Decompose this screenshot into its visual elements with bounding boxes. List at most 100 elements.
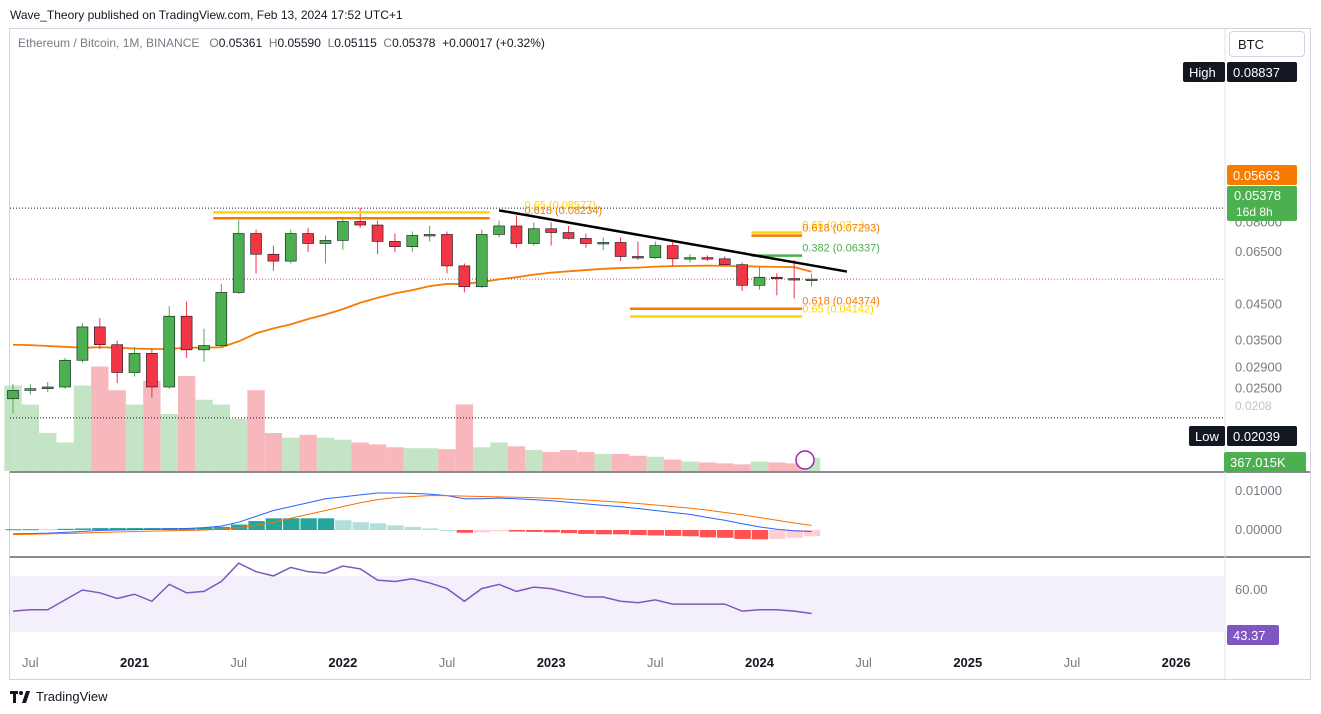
open-value: 0.05361: [218, 36, 263, 50]
candle-body: [649, 245, 662, 258]
events-icon: [795, 450, 815, 470]
candle-body: [319, 240, 332, 244]
macd-histogram-bar: [352, 522, 369, 530]
macd-histogram-bar: [92, 528, 109, 530]
candle-body: [76, 326, 89, 361]
macd-histogram-bar: [508, 530, 526, 532]
high-value: 0.05590: [277, 36, 321, 50]
price-axis-tick: 0.04500: [1235, 297, 1282, 312]
volume-bar: [681, 461, 699, 471]
macd-histogram-bar: [786, 530, 803, 538]
macd-histogram-bar: [178, 528, 196, 530]
high-label: H: [268, 36, 278, 50]
volume-bar: [299, 434, 317, 471]
macd-histogram-bar: [213, 526, 230, 530]
candle-body: [198, 345, 210, 351]
macd-histogram-bar: [387, 525, 404, 530]
macd-histogram-bar: [578, 530, 595, 534]
volume-bar: [403, 448, 421, 471]
volume-bar: [611, 453, 630, 471]
time-axis-tick: Jul: [439, 655, 456, 670]
candle-body: [232, 233, 245, 293]
fib-level-label: 0.618 (0.04374): [802, 296, 880, 308]
footer[interactable]: TradingView: [10, 689, 108, 704]
price-axis-tick: 0.03500: [1235, 333, 1282, 348]
macd-histogram-bar: [612, 530, 630, 535]
time-axis-tick: 2022: [328, 655, 357, 670]
candle-body: [59, 359, 71, 388]
volume-bar: [108, 390, 126, 471]
macd-histogram-bar: [300, 518, 317, 530]
high-label-text: High: [1189, 65, 1216, 80]
candle-body: [215, 292, 228, 346]
volume-bar: [4, 385, 22, 471]
symbol-label[interactable]: Ethereum / Bitcoin, 1M, BINANCE: [18, 36, 200, 50]
candle-body: [736, 264, 748, 286]
volume-bar: [629, 455, 647, 471]
signal-line: [12, 495, 812, 536]
candle-body: [163, 315, 176, 388]
candle-body: [718, 258, 731, 265]
price-axis-tick: 0.06500: [1235, 244, 1282, 259]
candle-body: [684, 257, 696, 260]
countdown-text: 16d 8h: [1236, 205, 1273, 219]
candle-body: [458, 265, 471, 288]
volume-bar: [646, 456, 664, 471]
volume-bar: [768, 462, 786, 471]
last-price-box: [1227, 186, 1297, 221]
macd-histogram-bar: [126, 528, 144, 530]
candle-body: [493, 225, 505, 235]
macd-histogram-bar: [335, 520, 352, 530]
price-axis-tick-partial: 0.0208: [1235, 399, 1272, 413]
candle-body: [371, 224, 384, 242]
macd-histogram-bar: [421, 528, 439, 530]
macd-histogram-bar: [769, 530, 786, 539]
close-label: C: [383, 36, 393, 50]
ema-value-box: [1227, 165, 1297, 185]
rsi-band: [10, 575, 1225, 633]
candle-body: [701, 257, 714, 260]
volume-bar: [438, 449, 456, 471]
currency-button[interactable]: BTC: [1229, 31, 1305, 57]
trend-line: [498, 209, 848, 273]
time-axis-tick: 2025: [953, 655, 982, 670]
ohlc-legend: Ethereum / Bitcoin, 1M, BINANCE O0.05361…: [18, 36, 545, 50]
volume-bar: [473, 447, 491, 471]
footer-brand: TradingView: [36, 689, 108, 704]
high-label-box: [1183, 62, 1225, 82]
macd-histogram-bar: [265, 518, 283, 530]
volume-bar: [594, 453, 612, 471]
volume-bar: [733, 464, 751, 471]
candle-body: [406, 235, 419, 247]
chart-frame: [9, 28, 1311, 680]
candle-body: [562, 232, 575, 239]
macd-histogram-bar: [717, 530, 734, 538]
candle-body: [423, 234, 436, 237]
candle-body: [632, 256, 644, 259]
candle-body: [24, 388, 37, 391]
candle-body: [389, 241, 401, 247]
macd-histogram-bar: [109, 528, 126, 530]
time-axis-tick: 2021: [120, 655, 149, 670]
volume-bar: [143, 380, 161, 471]
volume-bar: [160, 414, 178, 471]
fib-level-label: 0.618 (0.08234): [524, 205, 602, 217]
time-axis-tick: 2024: [745, 655, 775, 670]
time-axis-tick: Jul: [22, 655, 39, 670]
volume-bar: [785, 463, 803, 471]
low-label-box: [1189, 426, 1225, 446]
volume-bar: [351, 442, 369, 471]
macd-histogram-bar: [803, 530, 821, 537]
candle-body: [128, 353, 141, 373]
candle-body: [94, 326, 106, 346]
volume-bar: [195, 399, 213, 471]
macd-histogram-bar: [751, 530, 769, 540]
volume-bar: [525, 450, 543, 471]
macd-histogram-bar: [196, 527, 213, 530]
volume-bar: [334, 439, 352, 471]
candle-body: [597, 242, 610, 245]
macd-histogram-bar: [283, 518, 300, 530]
volume-bar: [455, 404, 474, 471]
volume-bar: [247, 390, 265, 471]
